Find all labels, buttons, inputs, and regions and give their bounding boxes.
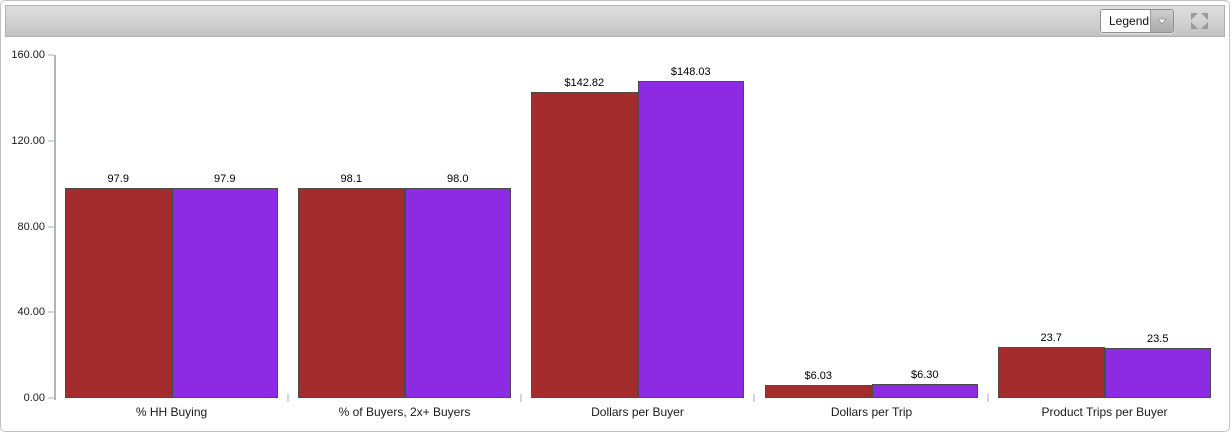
bar-red[interactable] — [998, 347, 1105, 398]
x-axis-category-label: Dollars per Trip — [830, 405, 913, 419]
collapse-expand-icon[interactable] — [1188, 11, 1210, 31]
toolbar: Legend — [5, 5, 1225, 37]
bar-value-label: 98.1 — [340, 173, 362, 185]
x-axis-tick — [987, 394, 989, 402]
bar-red[interactable] — [65, 188, 172, 398]
y-axis-tick-label: 160.00 — [11, 49, 45, 61]
bar-red[interactable] — [531, 92, 638, 398]
bar-red[interactable] — [298, 188, 405, 398]
bar-value-label: $148.03 — [670, 66, 711, 78]
legend-dropdown-value: Legend — [1101, 10, 1150, 32]
bar-purple[interactable] — [1104, 348, 1211, 398]
x-axis-tick — [520, 394, 522, 402]
x-axis-category-label: % of Buyers, 2x+ Buyers — [338, 405, 471, 419]
y-axis-line — [54, 55, 56, 400]
y-axis-tick — [48, 139, 54, 142]
y-axis-tick-label: 120.00 — [11, 134, 45, 147]
bar-purple[interactable] — [404, 188, 511, 398]
x-axis-category-label: Dollars per Buyer — [591, 405, 684, 419]
x-axis-category-label: Product Trips per Buyer — [1041, 405, 1168, 419]
bar-value-label: 97.9 — [107, 173, 129, 185]
bar-value-label: 23.5 — [1147, 333, 1169, 345]
y-axis-tick-label: 0.00 — [23, 392, 45, 404]
y-axis-tick-label: 40.00 — [17, 306, 45, 319]
bar-value-label: 23.7 — [1040, 332, 1062, 344]
y-axis-tick — [48, 397, 54, 399]
x-axis-tick — [753, 394, 755, 402]
y-axis-tick-label: 80.00 — [17, 220, 45, 233]
y-axis-tick — [48, 225, 54, 228]
bar-red[interactable] — [765, 385, 872, 398]
y-axis-tick — [48, 54, 54, 56]
bar-purple[interactable] — [871, 384, 978, 398]
bar-value-label: $6.30 — [910, 369, 939, 381]
bar-purple[interactable] — [637, 81, 744, 398]
x-axis-category-label: % HH Buying — [135, 405, 208, 419]
bar-value-label: $6.03 — [804, 370, 833, 382]
bar-value-label: 97.9 — [214, 173, 236, 185]
bar-purple[interactable] — [171, 188, 278, 398]
bar-value-label: $142.82 — [564, 77, 605, 89]
y-axis-tick — [48, 311, 54, 314]
legend-dropdown[interactable]: Legend — [1100, 9, 1174, 33]
bar-value-label: 98.0 — [447, 173, 469, 185]
chevron-down-icon[interactable] — [1150, 10, 1173, 32]
x-axis-tick — [287, 394, 289, 402]
